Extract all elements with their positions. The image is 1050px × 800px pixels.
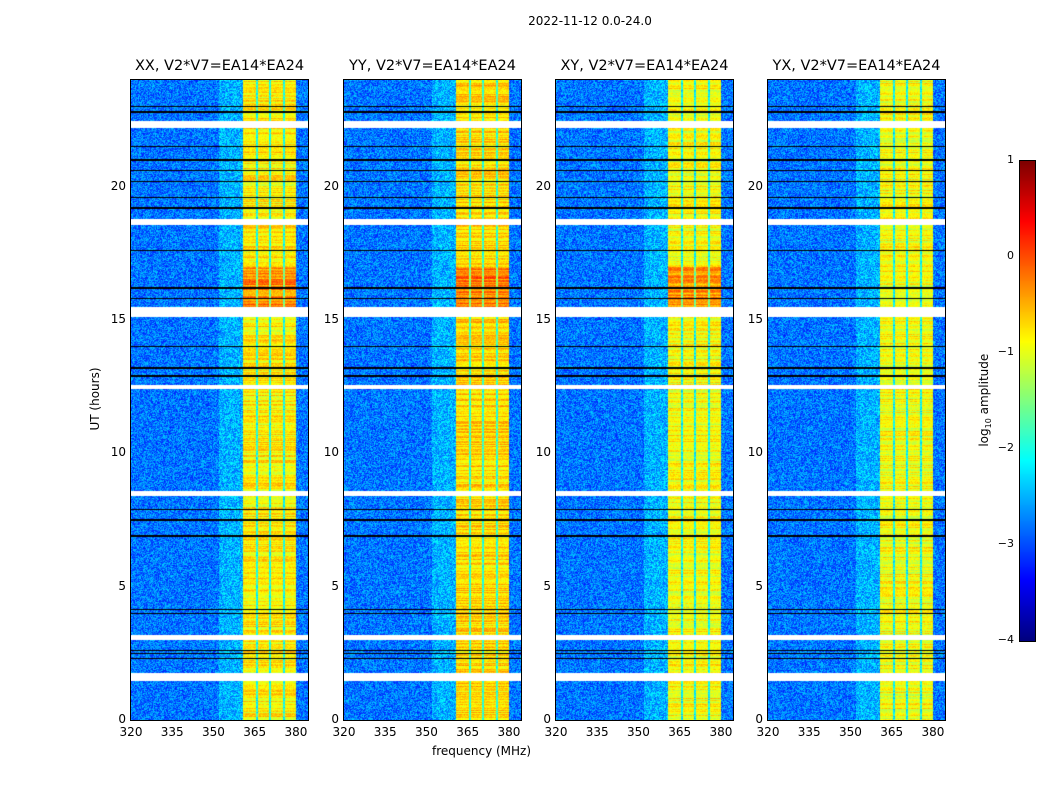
colorbar-tick-label: −4 xyxy=(997,633,1014,646)
x-tick-label: 320 xyxy=(332,725,356,739)
colorbar-tick-label: 0 xyxy=(1007,249,1014,262)
x-tick-label: 350 xyxy=(415,725,438,739)
x-tick-label: 350 xyxy=(839,725,862,739)
y-axis-label: UT (hours) xyxy=(88,367,102,431)
y-tick-label: 20 xyxy=(323,178,339,193)
colorbar-tick-label: −3 xyxy=(997,537,1014,550)
y-tick-label: 0 xyxy=(331,712,339,726)
y-tick-label: 20 xyxy=(535,178,551,193)
spectrogram-panel-4: YX, V2*V7=EA14*EA24 320 335 350 365 380 0 5 10 15… xyxy=(748,58,946,739)
y-tick-label: 10 xyxy=(110,445,126,460)
spectrogram-panel-3: XY, V2*V7=EA14*EA24 320 335 350 365 380 0 5 10 15… xyxy=(536,58,734,739)
x-tick-label: 335 xyxy=(585,725,609,739)
x-tick-label: 335 xyxy=(160,725,184,739)
x-axis-label: frequency (MHz) xyxy=(432,744,532,758)
y-tick-label: 15 xyxy=(110,312,126,326)
y-tick-label: 20 xyxy=(110,178,126,193)
y-tick-label: 0 xyxy=(755,712,763,726)
x-tick-label: 335 xyxy=(797,725,821,739)
heatmap-1 xyxy=(131,80,308,720)
colorbar-label: log10 amplitude xyxy=(976,353,994,447)
panel-title: YX, V2*V7=EA14*EA24 xyxy=(772,58,941,74)
panel-title: YY, V2*V7=EA14*EA24 xyxy=(349,58,516,74)
y-tick-label: 5 xyxy=(543,578,551,593)
x-tick-label: 380 xyxy=(921,725,945,739)
panel-title: XY, V2*V7=EA14*EA24 xyxy=(560,58,729,74)
x-tick-label: 320 xyxy=(544,725,568,739)
x-tick-label: 365 xyxy=(243,725,267,739)
spectrogram-panel-2: YY, V2*V7=EA14*EA24 320 335 350 365 380 0 5 10 15… xyxy=(324,58,522,739)
x-tick-label: 350 xyxy=(627,725,650,739)
colorbar xyxy=(1019,160,1036,642)
colorbar-tick-label: −1 xyxy=(997,345,1014,358)
y-tick-label: 0 xyxy=(118,712,126,726)
x-tick-label: 335 xyxy=(373,725,397,739)
y-tick-label: 15 xyxy=(747,312,763,326)
y-tick-label: 10 xyxy=(535,445,551,460)
x-tick-label: 320 xyxy=(756,725,780,739)
heatmap-3 xyxy=(556,80,733,720)
y-tick-label: 5 xyxy=(331,578,339,593)
x-tick-label: 350 xyxy=(202,725,225,739)
y-tick-label: 10 xyxy=(323,445,339,460)
x-tick-label: 380 xyxy=(284,725,308,739)
heatmap-2 xyxy=(344,80,521,720)
heatmap-4 xyxy=(768,80,945,720)
x-tick-label: 320 xyxy=(119,725,143,739)
colorbar-tick-label: 1 xyxy=(1007,153,1014,166)
y-tick-label: 15 xyxy=(535,312,551,326)
y-tick-label: 20 xyxy=(747,178,763,193)
spectrogram-panel-1: XX, V2*V7=EA14*EA24 320 335 350 365 380 0 5 10 15… xyxy=(111,58,309,739)
panel-title: XX, V2*V7=EA14*EA24 xyxy=(134,58,305,74)
x-tick-label: 380 xyxy=(497,725,521,739)
colorbar-tick-label: −2 xyxy=(997,441,1014,454)
y-tick-label: 5 xyxy=(118,578,126,593)
x-tick-label: 365 xyxy=(668,725,692,739)
y-tick-label: 5 xyxy=(755,578,763,593)
y-tick-label: 10 xyxy=(747,445,763,460)
y-tick-label: 0 xyxy=(543,712,551,726)
figure-title: 2022-11-12 0.0-24.0 xyxy=(528,14,652,28)
x-tick-label: 365 xyxy=(880,725,904,739)
y-tick-label: 15 xyxy=(323,312,339,326)
x-tick-label: 365 xyxy=(456,725,480,739)
x-tick-label: 380 xyxy=(709,725,733,739)
